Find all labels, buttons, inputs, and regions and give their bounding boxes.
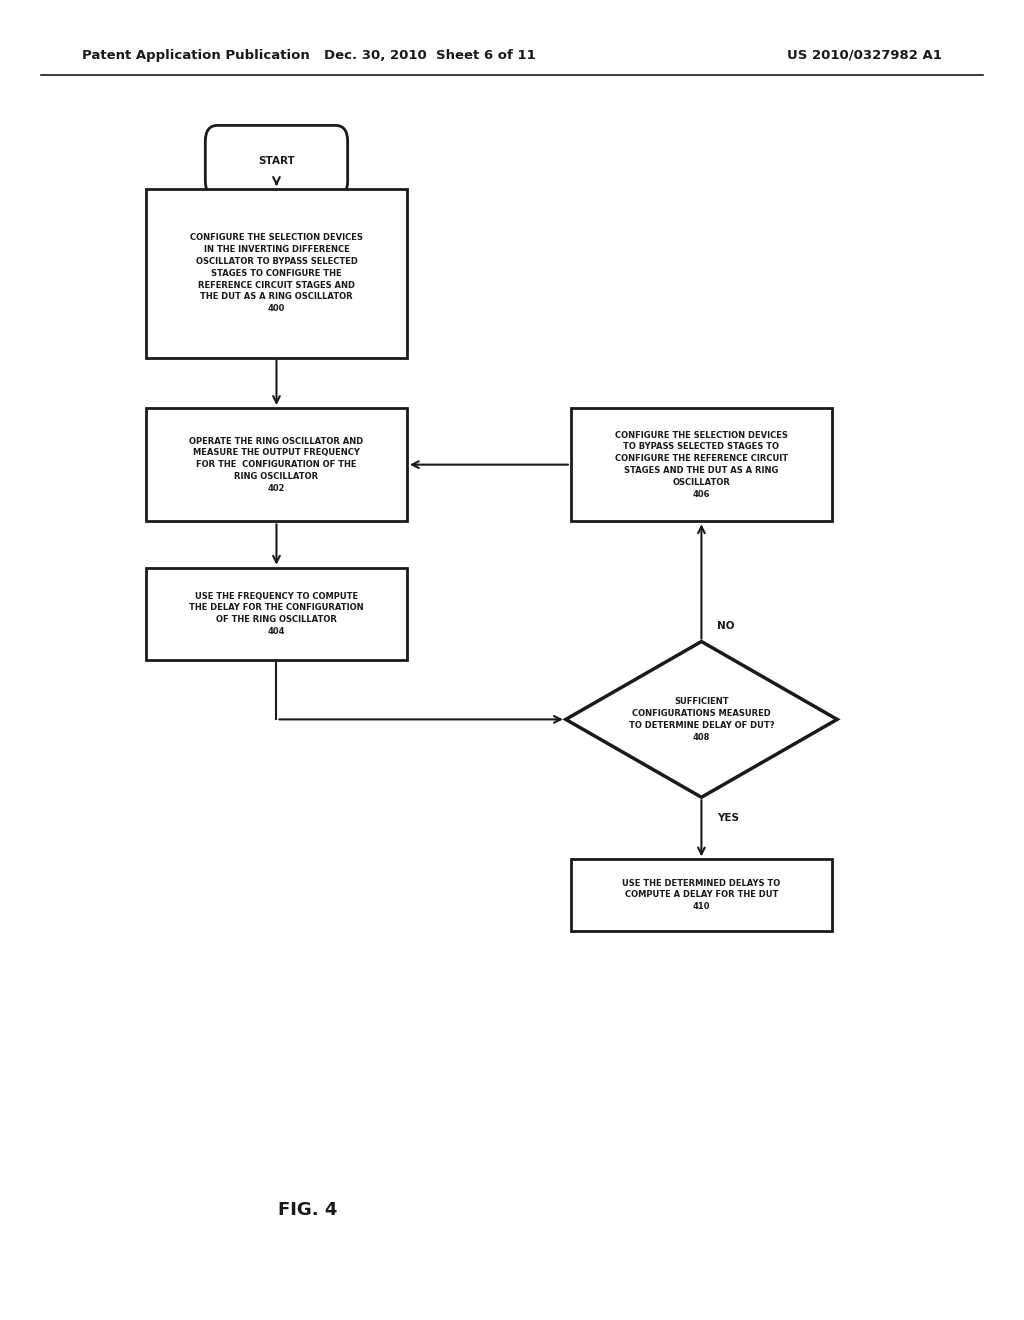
Text: NO: NO <box>717 620 734 631</box>
Text: Patent Application Publication: Patent Application Publication <box>82 49 309 62</box>
FancyBboxPatch shape <box>571 408 833 521</box>
Text: CONFIGURE THE SELECTION DEVICES
IN THE INVERTING DIFFERENCE
OSCILLATOR TO BYPASS: CONFIGURE THE SELECTION DEVICES IN THE I… <box>190 234 362 313</box>
Text: YES: YES <box>717 813 738 824</box>
Text: Dec. 30, 2010  Sheet 6 of 11: Dec. 30, 2010 Sheet 6 of 11 <box>325 49 536 62</box>
Text: USE THE FREQUENCY TO COMPUTE
THE DELAY FOR THE CONFIGURATION
OF THE RING OSCILLA: USE THE FREQUENCY TO COMPUTE THE DELAY F… <box>189 591 364 636</box>
Polygon shape <box>565 642 838 797</box>
FancyBboxPatch shape <box>571 859 833 931</box>
FancyBboxPatch shape <box>146 568 408 660</box>
FancyBboxPatch shape <box>146 189 408 358</box>
FancyBboxPatch shape <box>146 408 408 521</box>
Text: FIG. 4: FIG. 4 <box>278 1201 337 1220</box>
Text: OPERATE THE RING OSCILLATOR AND
MEASURE THE OUTPUT FREQUENCY
FOR THE  CONFIGURAT: OPERATE THE RING OSCILLATOR AND MEASURE … <box>189 437 364 492</box>
Text: SUFFICIENT
CONFIGURATIONS MEASURED
TO DETERMINE DELAY OF DUT?
408: SUFFICIENT CONFIGURATIONS MEASURED TO DE… <box>629 697 774 742</box>
Text: US 2010/0327982 A1: US 2010/0327982 A1 <box>787 49 942 62</box>
Text: CONFIGURE THE SELECTION DEVICES
TO BYPASS SELECTED STAGES TO
CONFIGURE THE REFER: CONFIGURE THE SELECTION DEVICES TO BYPAS… <box>614 430 788 499</box>
Text: USE THE DETERMINED DELAYS TO
COMPUTE A DELAY FOR THE DUT
410: USE THE DETERMINED DELAYS TO COMPUTE A D… <box>623 879 780 911</box>
Text: START: START <box>258 156 295 166</box>
FancyBboxPatch shape <box>205 125 348 197</box>
